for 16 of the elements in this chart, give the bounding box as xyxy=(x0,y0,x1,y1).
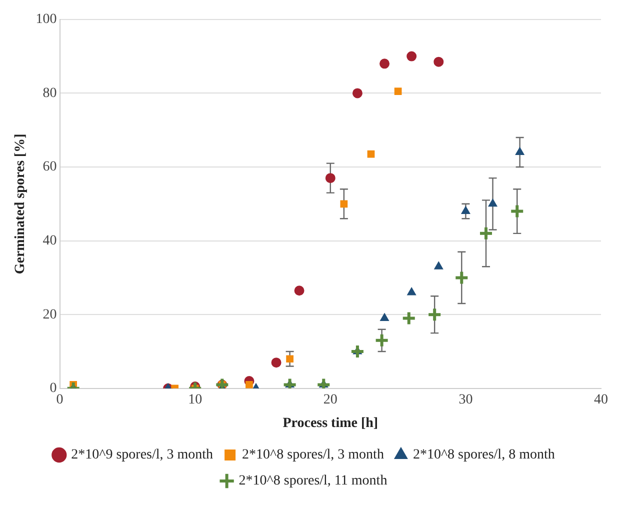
y-tick-label: 0 xyxy=(50,381,57,396)
x-tick-label: 10 xyxy=(188,392,202,408)
x-tick-label: 30 xyxy=(458,392,473,408)
y-tick-label: 100 xyxy=(36,12,57,28)
y-tick-label: 60 xyxy=(42,160,57,175)
y-tick-label: 80 xyxy=(42,86,57,101)
x-tick-label: 40 xyxy=(594,392,608,408)
y-axis-title: Germinated spores [%] xyxy=(13,134,28,274)
legend-label: 2*10^9 spores/l, 3 month xyxy=(71,448,214,463)
y-tick-label: 20 xyxy=(42,307,57,322)
legend-label: 2*10^8 spores/l, 8 month xyxy=(412,448,555,463)
legend-label: 2*10^8 spores/l, 3 month xyxy=(242,448,384,463)
x-tick-label: 20 xyxy=(323,392,338,408)
legend-label: 2*10^8 spores/l, 11 month xyxy=(238,474,388,489)
x-axis-title: Process time [h] xyxy=(282,416,378,432)
y-tick-label: 40 xyxy=(42,233,57,248)
